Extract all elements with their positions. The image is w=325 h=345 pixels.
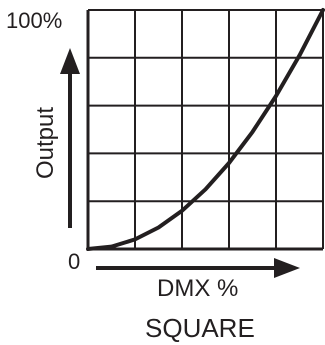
y-axis-label: Output: [32, 106, 59, 180]
data-point: [134, 239, 135, 240]
data-point: [275, 95, 276, 96]
data-point: [205, 189, 206, 190]
y-axis-max-label: 100%: [6, 8, 63, 33]
data-point: [158, 227, 159, 228]
grid: [88, 9, 324, 249]
axes: [60, 10, 323, 278]
data-point: [252, 131, 253, 132]
series-line-0: [86, 8, 325, 251]
x-arrow-head-icon: [274, 258, 300, 278]
series-layer: [86, 8, 325, 251]
chart-title: SQUARE: [145, 313, 255, 343]
data-point: [87, 248, 88, 249]
data-point: [299, 55, 300, 56]
x-axis-label: DMX %: [157, 275, 239, 302]
data-point: [111, 246, 112, 247]
data-point: [322, 9, 323, 10]
data-point: [228, 162, 229, 163]
data-point: [181, 210, 182, 211]
y-axis-min-label: 0: [68, 249, 81, 274]
y-arrow-head-icon: [60, 48, 80, 74]
